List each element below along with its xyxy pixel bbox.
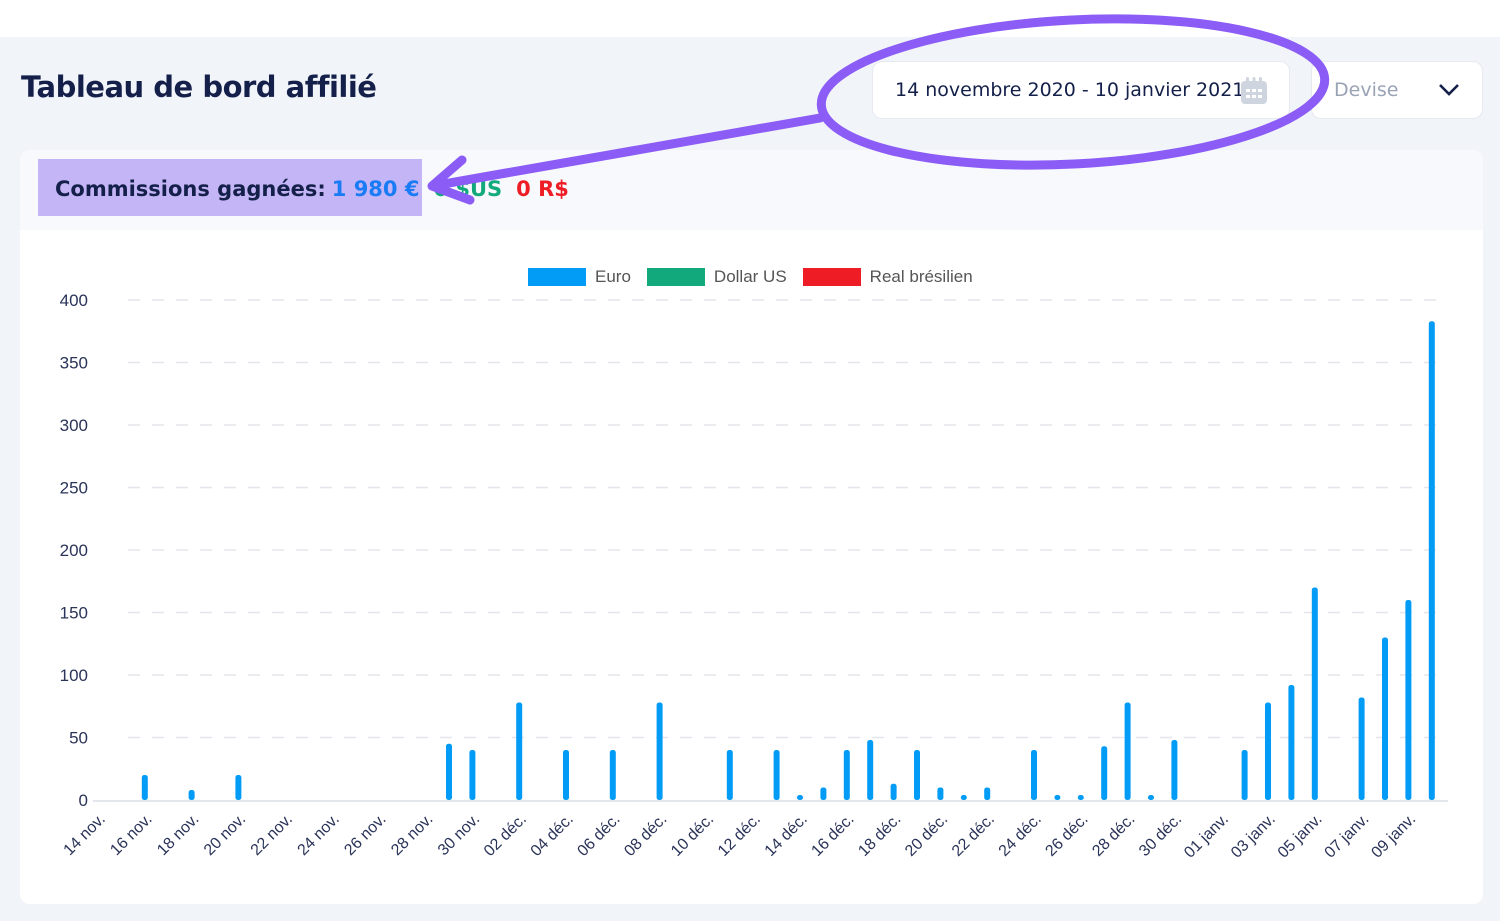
chevron-down-icon bbox=[1439, 84, 1459, 96]
legend-item-real[interactable]: Real brésilien bbox=[802, 267, 973, 287]
y-tick-label: 100 bbox=[60, 666, 88, 685]
bar-euro bbox=[1054, 795, 1061, 800]
x-tick-label: 30 nov. bbox=[435, 811, 483, 859]
chart-legend: Euro Dollar US Real brésilien bbox=[528, 267, 989, 287]
bar-euro bbox=[1171, 740, 1178, 800]
x-tick-label: 16 déc. bbox=[808, 811, 857, 860]
x-tick-label: 06 déc. bbox=[574, 811, 623, 860]
bar-euro bbox=[1405, 600, 1412, 800]
bar-euro bbox=[726, 750, 733, 800]
x-tick-label: 05 janv. bbox=[1275, 811, 1326, 862]
bar-euro bbox=[1077, 795, 1084, 800]
x-tick-label: 20 déc. bbox=[902, 811, 951, 860]
bar-euro bbox=[1031, 750, 1037, 800]
currency-select[interactable]: Devise bbox=[1311, 61, 1483, 119]
bar-euro bbox=[1265, 702, 1271, 800]
x-tick-label: 22 déc. bbox=[949, 811, 998, 860]
bar-euro bbox=[1241, 750, 1248, 800]
bar-euro bbox=[469, 750, 476, 800]
x-tick-label: 26 nov. bbox=[341, 811, 389, 859]
bar-euro bbox=[1288, 685, 1295, 800]
x-tick-label: 28 nov. bbox=[388, 811, 436, 859]
y-tick-label: 0 bbox=[79, 791, 88, 810]
x-tick-label: 03 janv. bbox=[1228, 811, 1279, 862]
x-tick-label: 14 nov. bbox=[61, 811, 109, 859]
bar-euro bbox=[1124, 702, 1131, 800]
x-tick-label: 24 nov. bbox=[295, 811, 343, 859]
currency-placeholder: Devise bbox=[1334, 79, 1399, 101]
bar-euro bbox=[516, 702, 523, 800]
bar-euro bbox=[843, 750, 850, 800]
bar-euro bbox=[188, 790, 195, 800]
bar-euro bbox=[914, 750, 920, 800]
x-tick-label: 04 déc. bbox=[528, 811, 577, 860]
bar-euro bbox=[563, 750, 569, 800]
bar-euro bbox=[773, 750, 780, 800]
x-tick-label: 24 déc. bbox=[996, 811, 1045, 860]
y-tick-label: 150 bbox=[60, 604, 88, 623]
x-tick-label: 01 janv. bbox=[1181, 811, 1232, 862]
x-tick-label: 14 déc. bbox=[762, 811, 811, 860]
legend-item-dollar[interactable]: Dollar US bbox=[646, 267, 787, 287]
x-tick-label: 20 nov. bbox=[201, 811, 249, 859]
bar-euro bbox=[1358, 697, 1365, 800]
y-tick-label: 300 bbox=[60, 416, 88, 435]
commissions-label: Commissions gagnées: bbox=[55, 177, 326, 201]
bar-euro bbox=[890, 783, 897, 800]
x-tick-label: 18 nov. bbox=[154, 811, 202, 859]
page-title: Tableau de bord affilié bbox=[21, 70, 377, 104]
bar-euro bbox=[141, 775, 148, 800]
bar-euro bbox=[867, 740, 874, 800]
bar-euro bbox=[609, 750, 616, 800]
y-tick-label: 200 bbox=[60, 541, 88, 560]
bar-euro bbox=[937, 787, 944, 800]
bar-euro bbox=[1382, 637, 1388, 800]
bar-euro bbox=[984, 787, 991, 800]
x-tick-label: 09 janv. bbox=[1368, 811, 1419, 862]
x-tick-label: 16 nov. bbox=[107, 811, 155, 859]
x-tick-label: 28 déc. bbox=[1089, 811, 1138, 860]
y-tick-label: 250 bbox=[60, 479, 88, 498]
y-tick-label: 50 bbox=[69, 729, 88, 748]
bar-euro bbox=[797, 795, 803, 800]
bar-euro bbox=[1311, 587, 1318, 800]
legend-item-euro[interactable]: Euro bbox=[528, 267, 631, 287]
bar-euro bbox=[235, 775, 242, 800]
bar-euro bbox=[960, 795, 967, 800]
x-tick-label: 26 déc. bbox=[1042, 811, 1091, 860]
x-tick-label: 07 janv. bbox=[1322, 811, 1373, 862]
x-tick-label: 08 déc. bbox=[621, 811, 670, 860]
highlight-annotation bbox=[38, 159, 422, 216]
x-tick-label: 10 déc. bbox=[668, 811, 717, 860]
y-tick-label: 400 bbox=[60, 291, 88, 310]
bar-euro bbox=[1101, 746, 1108, 800]
bar-euro bbox=[656, 702, 663, 800]
bar-euro bbox=[446, 743, 452, 800]
commissions-eur: 1 980 € bbox=[331, 177, 420, 201]
commissions-card bbox=[20, 150, 1483, 904]
bar-euro bbox=[1428, 321, 1435, 800]
bar-euro bbox=[820, 787, 827, 800]
y-tick-label: 350 bbox=[60, 354, 88, 373]
x-tick-label: 30 déc. bbox=[1136, 811, 1185, 860]
x-tick-label: 02 déc. bbox=[481, 811, 530, 860]
x-tick-label: 12 déc. bbox=[715, 811, 764, 860]
x-tick-label: 18 déc. bbox=[855, 811, 904, 860]
x-tick-label: 22 nov. bbox=[248, 811, 296, 859]
bar-euro bbox=[1148, 795, 1154, 800]
